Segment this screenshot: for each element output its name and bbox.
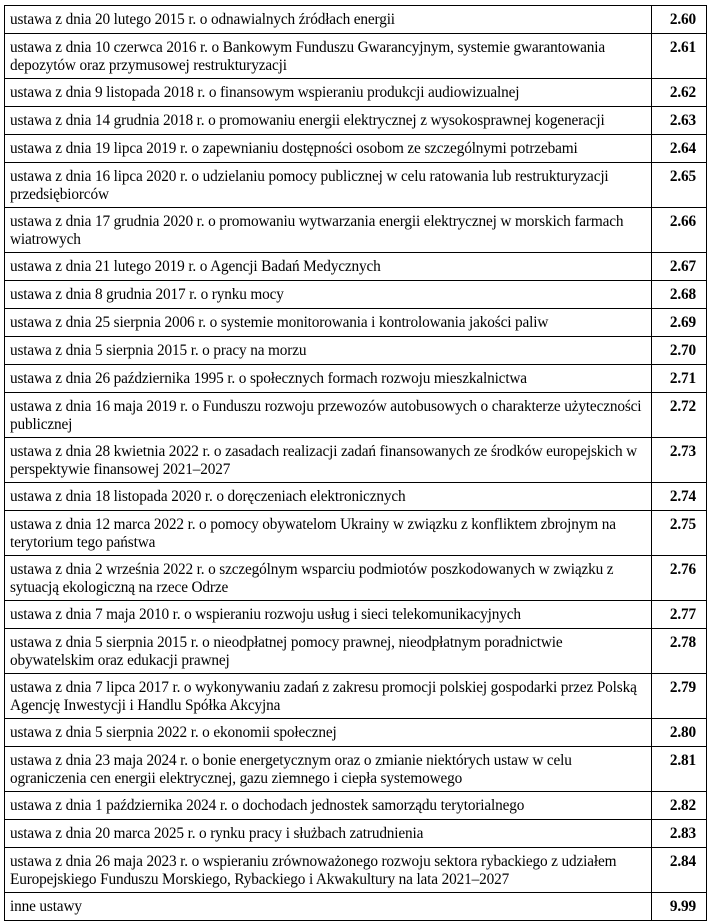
statute-title: ustawa z dnia 16 lipca 2020 r. o udziela… (4, 162, 652, 208)
table-row: ustawa z dnia 2 września 2022 r. o szcze… (4, 555, 707, 601)
statute-code: 2.60 (651, 5, 707, 34)
statute-code: 2.70 (651, 336, 707, 365)
statute-title: ustawa z dnia 19 lipca 2019 r. o zapewni… (4, 134, 652, 163)
statute-title: ustawa z dnia 21 lutego 2019 r. o Agencj… (4, 252, 652, 281)
statutes-table-body: ustawa z dnia 20 lutego 2015 r. o odnawi… (4, 5, 707, 921)
statute-code: 2.69 (651, 308, 707, 337)
statute-code: 2.76 (651, 555, 707, 601)
statute-title: ustawa z dnia 5 sierpnia 2015 r. o nieod… (4, 628, 652, 674)
statute-title: ustawa z dnia 8 grudnia 2017 r. o rynku … (4, 280, 652, 309)
statute-code: 2.80 (651, 718, 707, 747)
table-row: ustawa z dnia 26 października 1995 r. o … (4, 364, 707, 393)
table-row: ustawa z dnia 12 marca 2022 r. o pomocy … (4, 510, 707, 556)
statute-code: 2.61 (651, 33, 707, 79)
table-row: inne ustawy 9.99 (4, 892, 707, 921)
statute-title: ustawa z dnia 5 sierpnia 2015 r. o pracy… (4, 336, 652, 365)
statute-code: 9.99 (651, 892, 707, 921)
table-row: ustawa z dnia 1 października 2024 r. o d… (4, 791, 707, 820)
statute-title: ustawa z dnia 1 października 2024 r. o d… (4, 791, 652, 820)
statute-title: ustawa z dnia 5 sierpnia 2022 r. o ekono… (4, 718, 652, 747)
statute-title: ustawa z dnia 20 marca 2025 r. o rynku p… (4, 819, 652, 848)
statute-code: 2.73 (651, 437, 707, 483)
statute-code: 2.65 (651, 162, 707, 208)
statute-title: ustawa z dnia 16 maja 2019 r. o Funduszu… (4, 392, 652, 438)
statute-title: ustawa z dnia 10 czerwca 2016 r. o Banko… (4, 33, 652, 79)
table-row: ustawa z dnia 20 lutego 2015 r. o odnawi… (4, 5, 707, 34)
table-row: ustawa z dnia 28 kwietnia 2022 r. o zasa… (4, 437, 707, 483)
statute-code: 2.79 (651, 673, 707, 719)
statute-code: 2.66 (651, 207, 707, 253)
statute-code: 2.64 (651, 134, 707, 163)
statute-title: ustawa z dnia 7 maja 2010 r. o wspierani… (4, 600, 652, 629)
table-row: ustawa z dnia 25 sierpnia 2006 r. o syst… (4, 308, 707, 337)
table-row: ustawa z dnia 7 maja 2010 r. o wspierani… (4, 600, 707, 629)
table-row: ustawa z dnia 18 listopada 2020 r. o dor… (4, 482, 707, 511)
table-row: ustawa z dnia 16 maja 2019 r. o Funduszu… (4, 392, 707, 438)
statute-title: ustawa z dnia 26 maja 2023 r. o wspieran… (4, 847, 652, 893)
statute-code: 2.83 (651, 819, 707, 848)
statute-code: 2.62 (651, 78, 707, 107)
statute-code: 2.67 (651, 252, 707, 281)
statute-code: 2.81 (651, 746, 707, 792)
table-row: ustawa z dnia 23 maja 2024 r. o bonie en… (4, 746, 707, 792)
table-row: ustawa z dnia 16 lipca 2020 r. o udziela… (4, 162, 707, 208)
table-row: ustawa z dnia 21 lutego 2019 r. o Agencj… (4, 252, 707, 281)
statute-title: ustawa z dnia 9 listopada 2018 r. o fina… (4, 78, 652, 107)
statute-title: ustawa z dnia 26 października 1995 r. o … (4, 364, 652, 393)
table-row: ustawa z dnia 5 sierpnia 2015 r. o nieod… (4, 628, 707, 674)
statute-title: ustawa z dnia 17 grudnia 2020 r. o promo… (4, 207, 652, 253)
statute-code: 2.63 (651, 106, 707, 135)
table-row: ustawa z dnia 5 sierpnia 2015 r. o pracy… (4, 336, 707, 365)
statute-title: inne ustawy (4, 892, 652, 921)
table-row: ustawa z dnia 7 lipca 2017 r. o wykonywa… (4, 673, 707, 719)
statute-title: ustawa z dnia 25 sierpnia 2006 r. o syst… (4, 308, 652, 337)
statute-code: 2.77 (651, 600, 707, 629)
statute-code: 2.75 (651, 510, 707, 556)
table-row: ustawa z dnia 5 sierpnia 2022 r. o ekono… (4, 718, 707, 747)
table-row: ustawa z dnia 14 grudnia 2018 r. o promo… (4, 106, 707, 135)
statute-title: ustawa z dnia 14 grudnia 2018 r. o promo… (4, 106, 652, 135)
statute-code: 2.71 (651, 364, 707, 393)
statutes-table: ustawa z dnia 20 lutego 2015 r. o odnawi… (4, 5, 707, 921)
statute-title: ustawa z dnia 7 lipca 2017 r. o wykonywa… (4, 673, 652, 719)
statute-title: ustawa z dnia 28 kwietnia 2022 r. o zasa… (4, 437, 652, 483)
table-row: ustawa z dnia 19 lipca 2019 r. o zapewni… (4, 134, 707, 163)
statute-title: ustawa z dnia 23 maja 2024 r. o bonie en… (4, 746, 652, 792)
statute-title: ustawa z dnia 20 lutego 2015 r. o odnawi… (4, 5, 652, 34)
statute-title: ustawa z dnia 2 września 2022 r. o szcze… (4, 555, 652, 601)
statute-title: ustawa z dnia 18 listopada 2020 r. o dor… (4, 482, 652, 511)
statute-code: 2.82 (651, 791, 707, 820)
statute-code: 2.78 (651, 628, 707, 674)
table-row: ustawa z dnia 20 marca 2025 r. o rynku p… (4, 819, 707, 848)
statute-code: 2.84 (651, 847, 707, 893)
table-row: ustawa z dnia 26 maja 2023 r. o wspieran… (4, 847, 707, 893)
statute-title: ustawa z dnia 12 marca 2022 r. o pomocy … (4, 510, 652, 556)
statute-code: 2.68 (651, 280, 707, 309)
table-row: ustawa z dnia 10 czerwca 2016 r. o Banko… (4, 33, 707, 79)
table-row: ustawa z dnia 9 listopada 2018 r. o fina… (4, 78, 707, 107)
statute-code: 2.72 (651, 392, 707, 438)
table-row: ustawa z dnia 17 grudnia 2020 r. o promo… (4, 207, 707, 253)
table-row: ustawa z dnia 8 grudnia 2017 r. o rynku … (4, 280, 707, 309)
statute-code: 2.74 (651, 482, 707, 511)
